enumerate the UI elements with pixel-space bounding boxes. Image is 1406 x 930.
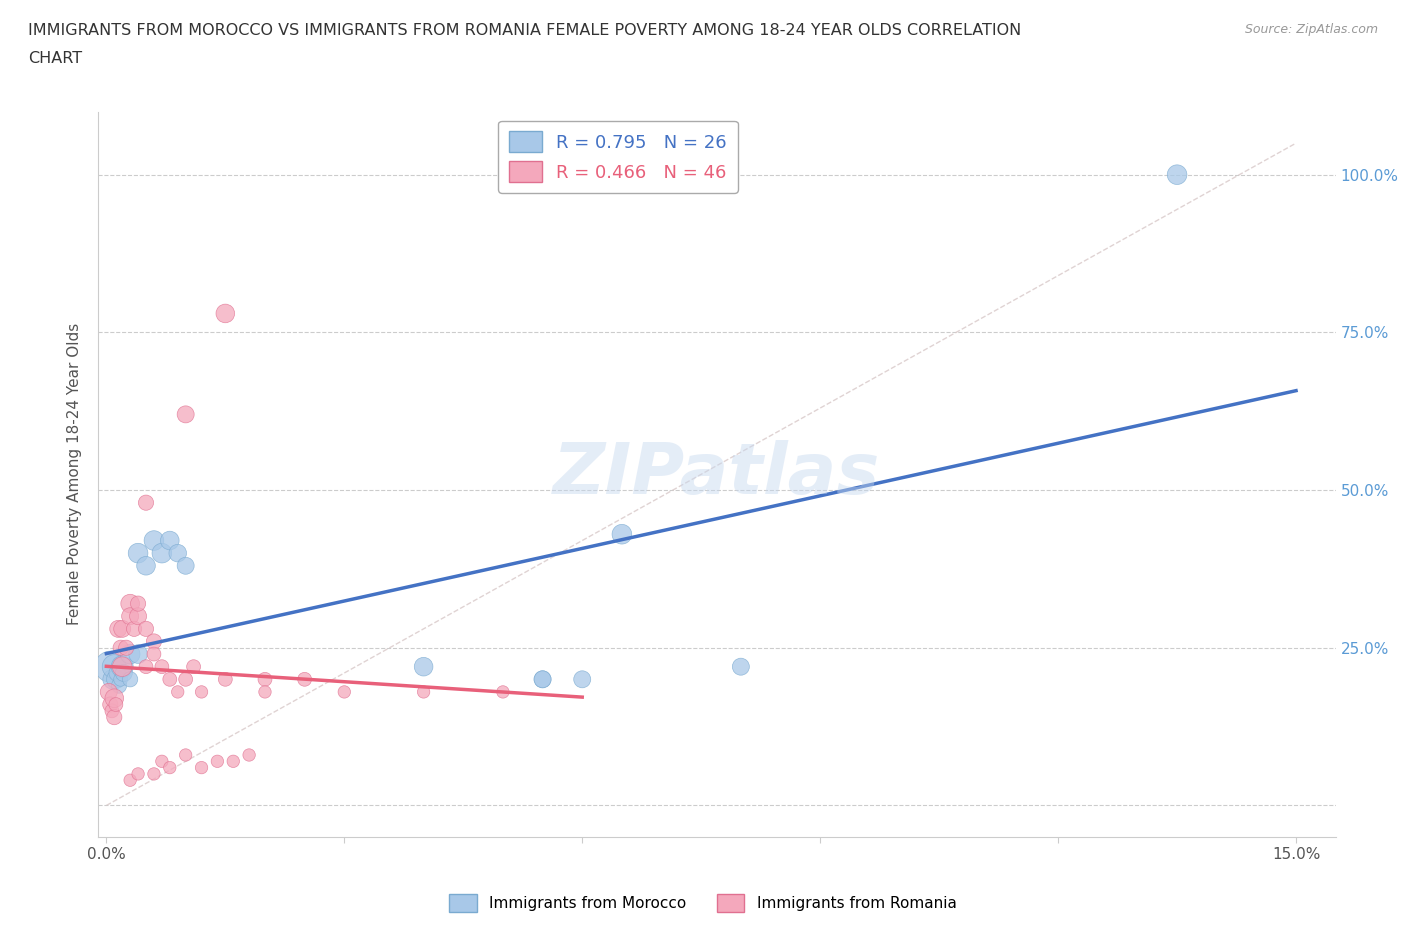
Point: [97, 684, 120, 699]
Point: [127, 596, 149, 611]
Point: [98, 698, 121, 712]
Point: [159, 533, 181, 548]
Point: [412, 684, 434, 699]
Point: [103, 710, 125, 724]
Point: [166, 546, 188, 561]
Point: [120, 671, 142, 686]
Text: IMMIGRANTS FROM MOROCCO VS IMMIGRANTS FROM ROMANIA FEMALE POVERTY AMONG 18-24 YE: IMMIGRANTS FROM MOROCCO VS IMMIGRANTS FR…: [28, 23, 1021, 38]
Point: [108, 678, 131, 693]
Point: [730, 659, 752, 674]
Point: [111, 621, 134, 636]
Point: [253, 671, 276, 686]
Point: [190, 684, 212, 699]
Point: [120, 773, 142, 788]
Point: [101, 671, 124, 686]
Point: [412, 659, 434, 674]
Point: [135, 558, 157, 573]
Point: [103, 691, 125, 706]
Point: [571, 671, 593, 686]
Point: [103, 659, 125, 674]
Point: [183, 659, 205, 674]
Text: CHART: CHART: [28, 51, 82, 66]
Point: [142, 766, 165, 781]
Point: [111, 659, 134, 674]
Point: [98, 659, 121, 674]
Point: [101, 703, 124, 718]
Point: [150, 546, 173, 561]
Point: [110, 641, 132, 656]
Point: [214, 671, 236, 686]
Point: [531, 671, 554, 686]
Point: [107, 666, 129, 681]
Text: Source: ZipAtlas.com: Source: ZipAtlas.com: [1244, 23, 1378, 36]
Legend: Immigrants from Morocco, Immigrants from Romania: Immigrants from Morocco, Immigrants from…: [443, 888, 963, 918]
Point: [207, 754, 229, 769]
Point: [104, 671, 127, 686]
Point: [253, 684, 276, 699]
Point: [135, 659, 157, 674]
Point: [104, 698, 127, 712]
Point: [166, 684, 188, 699]
Point: [127, 766, 149, 781]
Y-axis label: Female Poverty Among 18-24 Year Olds: Female Poverty Among 18-24 Year Olds: [67, 324, 83, 626]
Point: [110, 671, 132, 686]
Point: [111, 659, 134, 674]
Point: [159, 760, 181, 775]
Point: [142, 634, 165, 649]
Point: [214, 306, 236, 321]
Point: [127, 609, 149, 624]
Point: [294, 671, 316, 686]
Point: [122, 621, 145, 636]
Point: [120, 596, 142, 611]
Point: [159, 671, 181, 686]
Point: [150, 754, 173, 769]
Point: [142, 646, 165, 661]
Point: [115, 641, 138, 656]
Point: [174, 748, 197, 763]
Point: [222, 754, 245, 769]
Point: [107, 621, 129, 636]
Point: [112, 666, 135, 681]
Point: [120, 646, 142, 661]
Point: [135, 496, 157, 511]
Point: [120, 609, 142, 624]
Point: [127, 646, 149, 661]
Point: [238, 748, 260, 763]
Point: [150, 659, 173, 674]
Legend: R = 0.795   N = 26, R = 0.466   N = 46: R = 0.795 N = 26, R = 0.466 N = 46: [499, 121, 738, 193]
Point: [610, 526, 633, 541]
Point: [190, 760, 212, 775]
Point: [127, 546, 149, 561]
Point: [135, 621, 157, 636]
Point: [174, 671, 197, 686]
Point: [174, 407, 197, 422]
Point: [531, 671, 554, 686]
Text: ZIPatlas: ZIPatlas: [554, 440, 880, 509]
Point: [492, 684, 515, 699]
Point: [142, 533, 165, 548]
Point: [1166, 167, 1188, 182]
Point: [174, 558, 197, 573]
Point: [333, 684, 356, 699]
